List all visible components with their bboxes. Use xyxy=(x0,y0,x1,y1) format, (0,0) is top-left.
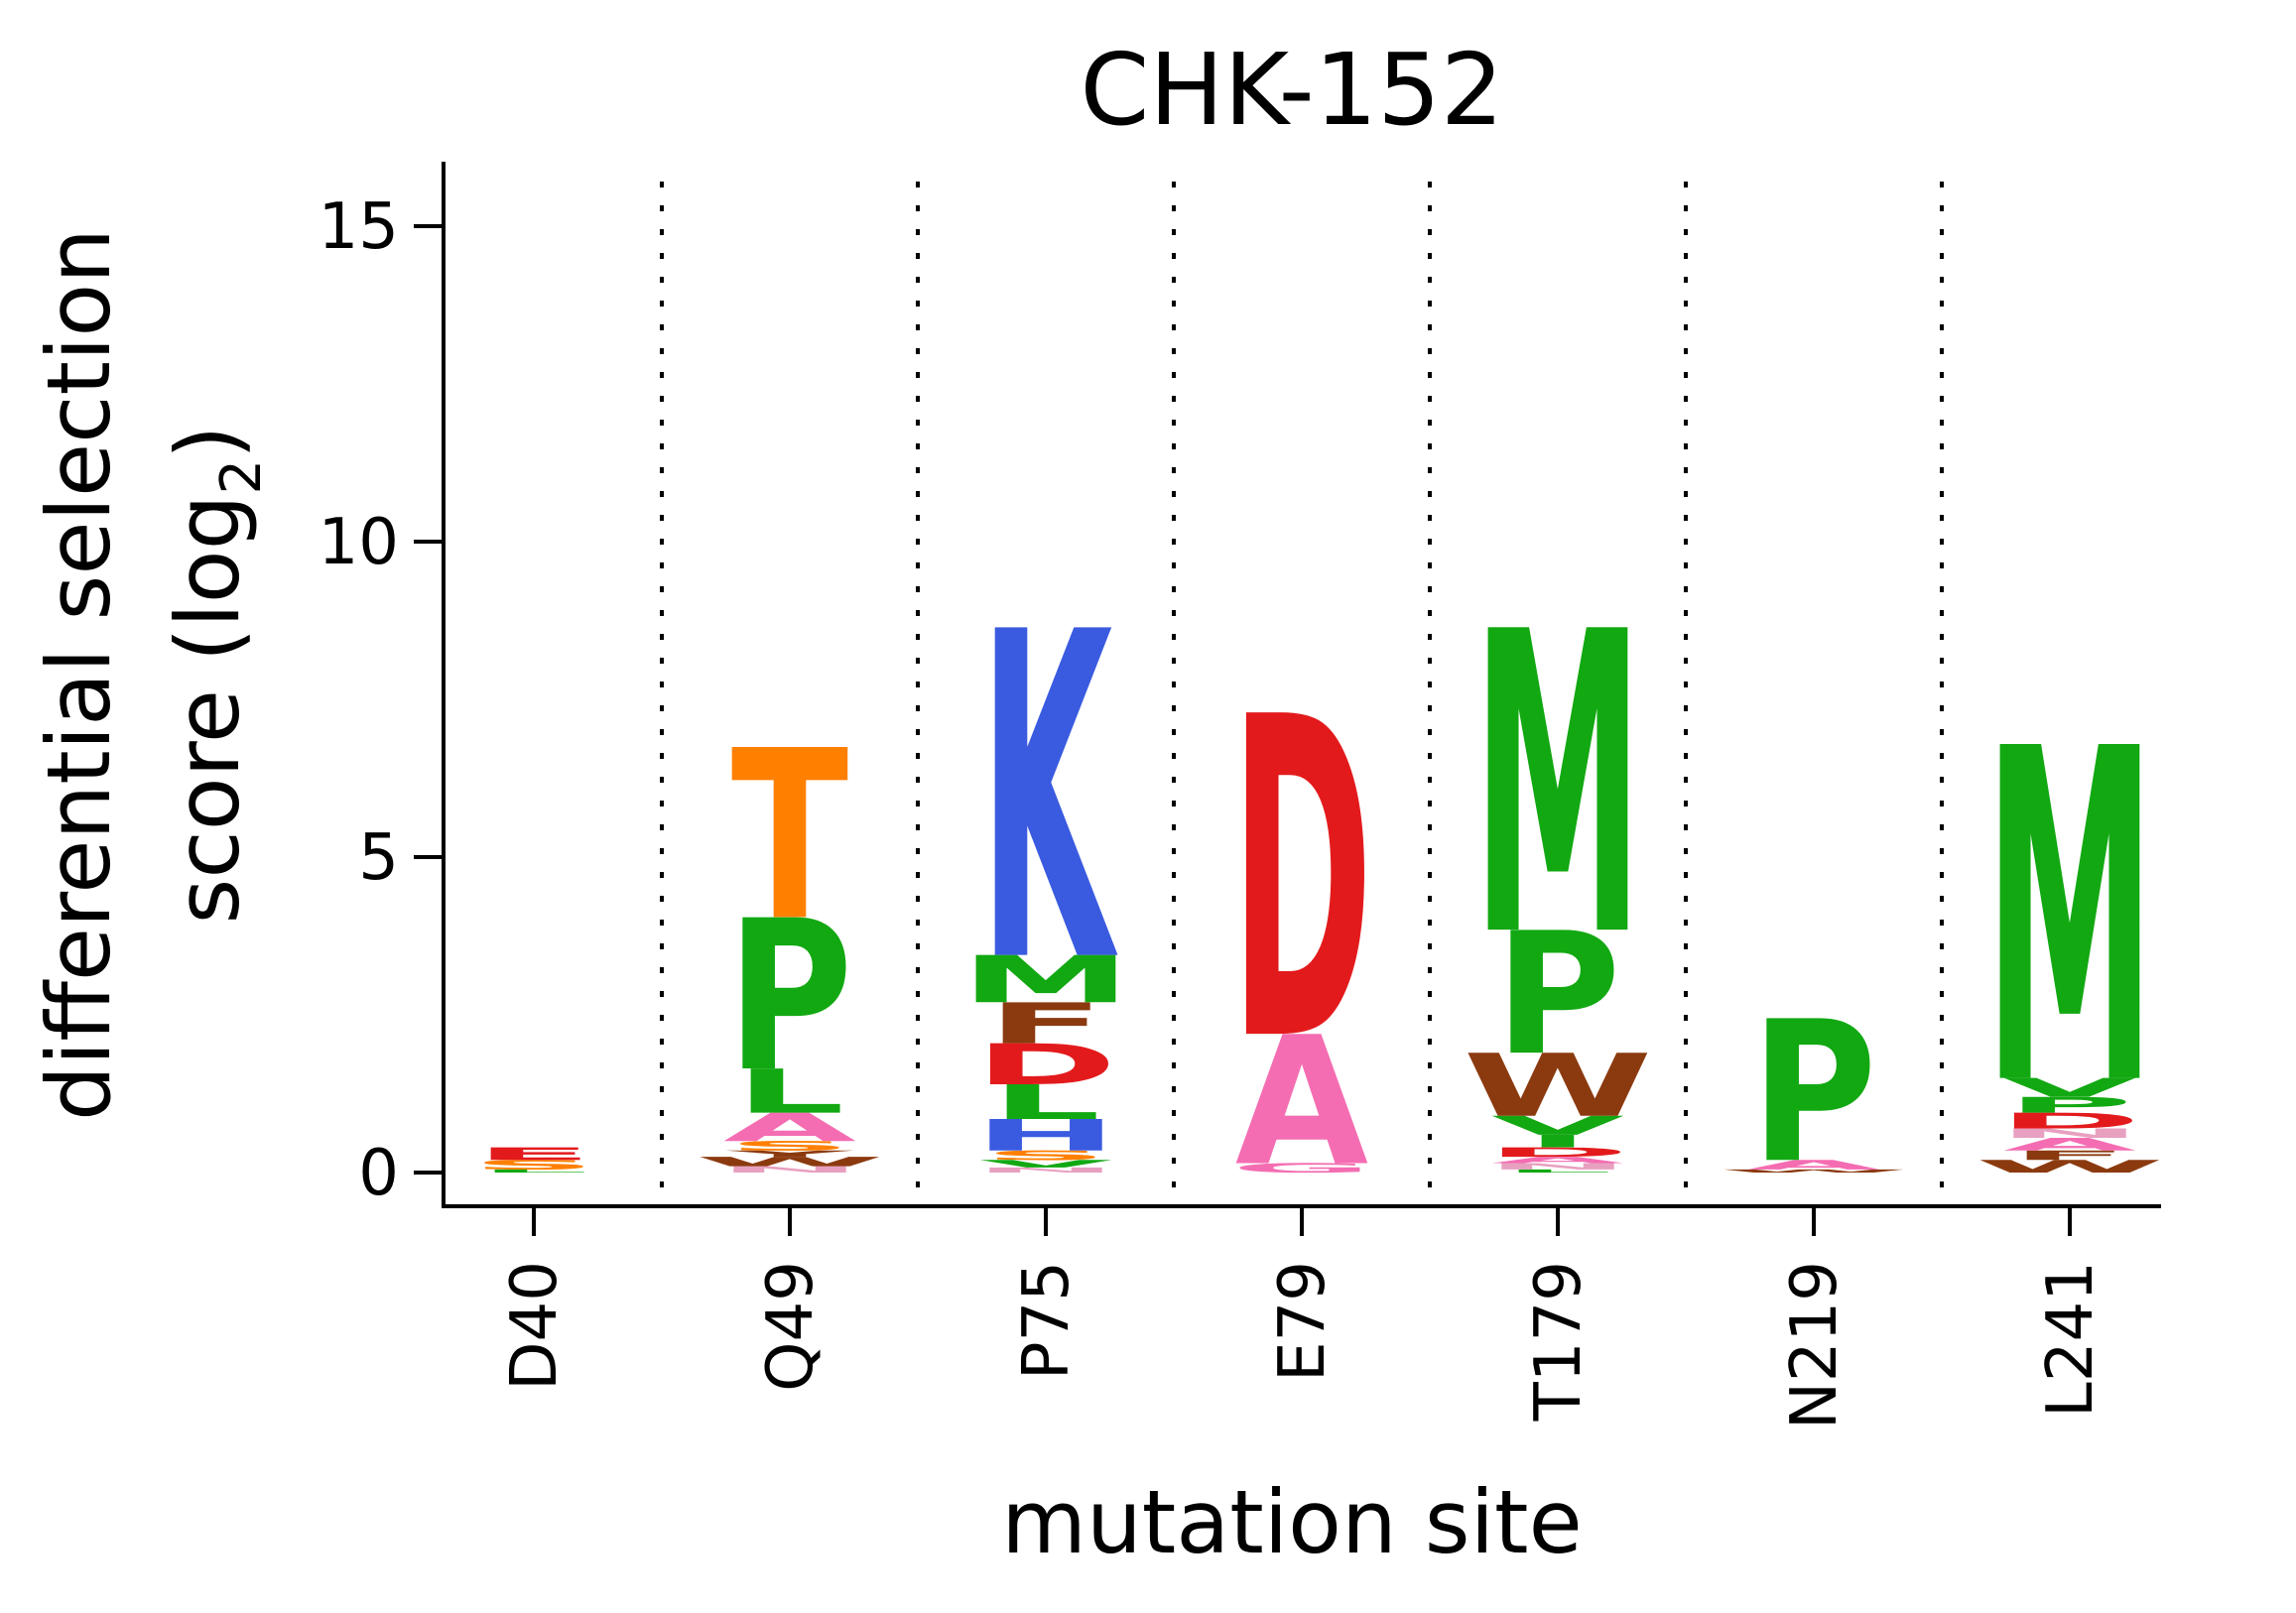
logo-letter: D xyxy=(1998,1108,2141,1133)
logo-letter: S xyxy=(728,1139,852,1154)
logo-stack: GAD xyxy=(1230,625,1373,1205)
y-tick-label: 15 xyxy=(319,190,399,264)
x-tick-label: T179 xyxy=(1522,1261,1595,1422)
logo-letter: N xyxy=(973,1167,1117,1175)
logo-letter: A xyxy=(1235,999,1368,1205)
logo-letter: E xyxy=(475,1144,593,1164)
x-axis-label: mutation site xyxy=(1001,1471,1582,1573)
logo-letter: W xyxy=(1719,1169,1908,1174)
y-axis-label: differential selection score (log2) xyxy=(28,228,274,1121)
logo-letter: N xyxy=(1997,1126,2141,1141)
logo-letter: L xyxy=(991,1075,1101,1131)
logo-letter: W xyxy=(1463,1037,1652,1137)
logo-letter: N xyxy=(717,1165,861,1175)
logo-letter: L xyxy=(735,1056,845,1127)
y-axis-label-line2: score (log2) xyxy=(157,426,274,925)
logo-letter: A xyxy=(2003,1135,2136,1155)
logo-letter: G xyxy=(1231,1161,1372,1176)
logo-letter: M xyxy=(1472,545,1644,1028)
y-tick-label: 0 xyxy=(358,1137,399,1210)
y-tick-label: 5 xyxy=(358,821,399,895)
logo-letter: D xyxy=(1486,1145,1629,1160)
logo-letter: L xyxy=(1503,1169,1613,1174)
x-tick-label: L241 xyxy=(2034,1261,2107,1418)
logo-letter: W xyxy=(695,1155,884,1170)
logo-letter: A xyxy=(1491,1155,1624,1165)
x-tick-label: E79 xyxy=(1266,1261,1339,1382)
logo-letter: P xyxy=(1750,979,1876,1206)
site-separators xyxy=(660,182,1944,1206)
logo-letter: H xyxy=(973,1110,1117,1161)
y-axis-label-line1: differential selection xyxy=(28,228,130,1121)
logo-letter: D xyxy=(974,1033,1117,1098)
logo-letter: M xyxy=(1984,654,2156,1186)
logo-letter: A xyxy=(723,1105,856,1151)
logo-letter: T xyxy=(731,700,848,972)
logo-letter: N xyxy=(1485,1162,1629,1172)
logo-letter: V xyxy=(2003,1073,2136,1103)
logo-letter: S xyxy=(984,1148,1108,1163)
logo-letter: I xyxy=(1526,1132,1591,1152)
x-tick-label: N219 xyxy=(1778,1261,1851,1429)
logo-letter: F xyxy=(987,991,1105,1056)
logo-letter: P xyxy=(1494,898,1620,1093)
logo-letter: M xyxy=(960,941,1132,1017)
x-tick-label: D40 xyxy=(498,1261,572,1391)
logo-letter: F xyxy=(2011,1148,2129,1163)
logo-letter: K xyxy=(979,539,1119,1061)
x-tick-label: P75 xyxy=(1010,1261,1084,1380)
logo-letter: V xyxy=(1491,1111,1624,1141)
logo-letter: L xyxy=(479,1169,589,1174)
logo-letter: Y xyxy=(724,1149,854,1159)
logo-letter: D xyxy=(1230,625,1373,1139)
logo-stack: WAP xyxy=(1719,979,1908,1206)
x-tick-label: Q49 xyxy=(754,1261,828,1392)
chart-title: CHK-152 xyxy=(1080,32,1503,148)
logo-stack: LSE xyxy=(472,1144,596,1174)
y-tick-label: 10 xyxy=(319,506,399,579)
logo-letter: S xyxy=(472,1158,596,1173)
logo-letter: V xyxy=(979,1158,1112,1170)
logo-letter: W xyxy=(1975,1157,2164,1177)
logo-letter: P xyxy=(2006,1093,2132,1118)
logo-letter: A xyxy=(1747,1158,1880,1173)
logo-letter: P xyxy=(726,877,852,1118)
axes: 0 5 10 15 D40 Q49 P75 E79 T179 N219 L241 xyxy=(319,162,2161,1429)
